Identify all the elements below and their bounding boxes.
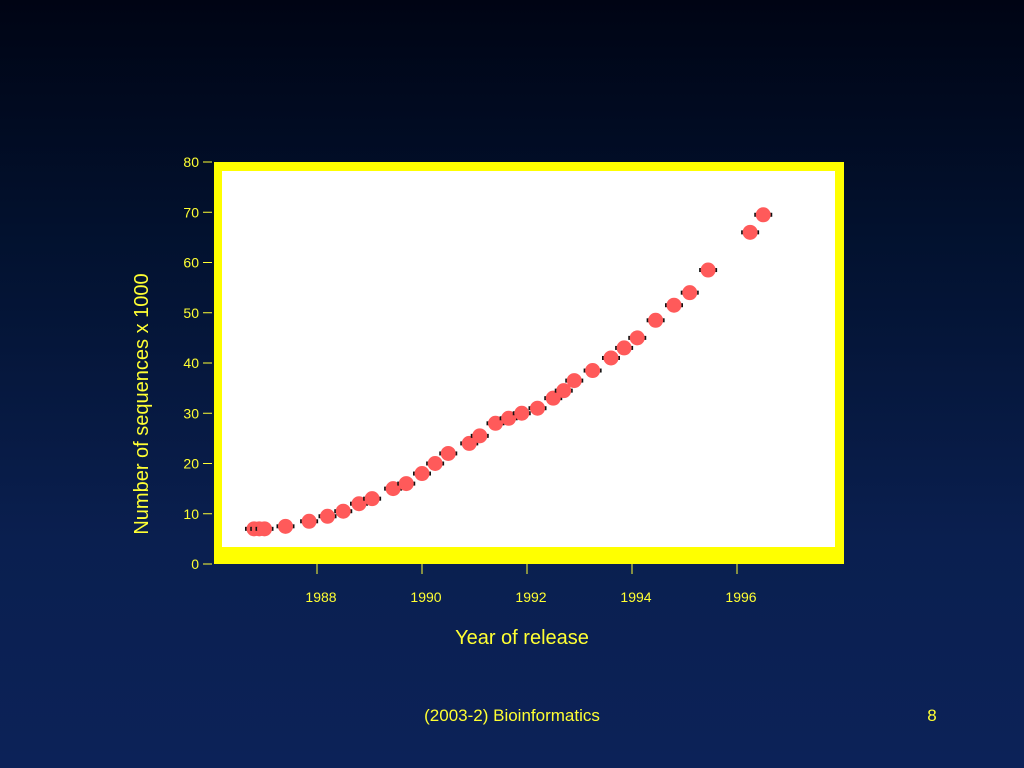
data-point — [754, 207, 773, 223]
x-tick-label: 1996 — [725, 589, 756, 605]
x-tick-label: 1990 — [410, 589, 441, 605]
data-point — [699, 262, 718, 278]
data-point — [350, 496, 368, 512]
y-tick-label: 0 — [191, 556, 199, 572]
data-point — [615, 340, 634, 356]
data-point — [486, 415, 505, 431]
x-tick-label: 1992 — [515, 589, 546, 605]
page-number: 8 — [927, 706, 937, 725]
data-point — [544, 390, 563, 406]
y-tick-label: 60 — [183, 255, 199, 271]
data-point — [554, 383, 573, 399]
data-point — [602, 350, 620, 366]
data-point — [646, 312, 665, 328]
data-point — [426, 456, 445, 471]
data-point — [300, 513, 319, 529]
data-point — [680, 285, 699, 301]
data-point — [665, 297, 683, 313]
y-axis: 0 10 20 30 40 50 60 70 80 — [183, 154, 212, 572]
data-points — [245, 207, 773, 537]
footer-title: (2003-2) Bioinformatics — [424, 706, 600, 725]
y-tick-label: 50 — [183, 305, 199, 321]
x-tick-label: 1994 — [620, 589, 651, 605]
data-point — [255, 521, 274, 537]
data-point — [318, 508, 337, 524]
data-point — [528, 400, 547, 416]
plot-area — [222, 171, 835, 547]
data-point — [512, 405, 531, 421]
y-tick-label: 20 — [183, 456, 199, 472]
y-tick-label: 40 — [183, 355, 199, 371]
data-point — [565, 373, 584, 389]
data-point — [413, 466, 431, 482]
y-tick-label: 30 — [183, 405, 199, 421]
y-tick-label: 70 — [183, 204, 199, 220]
data-point — [334, 503, 353, 519]
y-axis-title: Number of sequences x 1000 — [131, 273, 153, 534]
data-point — [363, 491, 382, 507]
data-point — [439, 445, 458, 461]
x-tick-label: 1988 — [305, 589, 336, 605]
data-point — [628, 330, 647, 346]
data-point — [499, 410, 518, 426]
data-point — [276, 518, 295, 534]
x-axis: 1988 1990 1992 1994 1996 — [305, 564, 757, 605]
x-axis-title: Year of release — [455, 627, 589, 649]
data-point — [384, 481, 403, 497]
data-point — [583, 363, 602, 379]
y-tick-label: 80 — [183, 154, 199, 170]
y-tick-label: 10 — [183, 506, 199, 522]
data-point — [397, 476, 416, 492]
data-point — [741, 224, 760, 240]
data-point — [460, 435, 479, 451]
data-point — [470, 428, 489, 444]
